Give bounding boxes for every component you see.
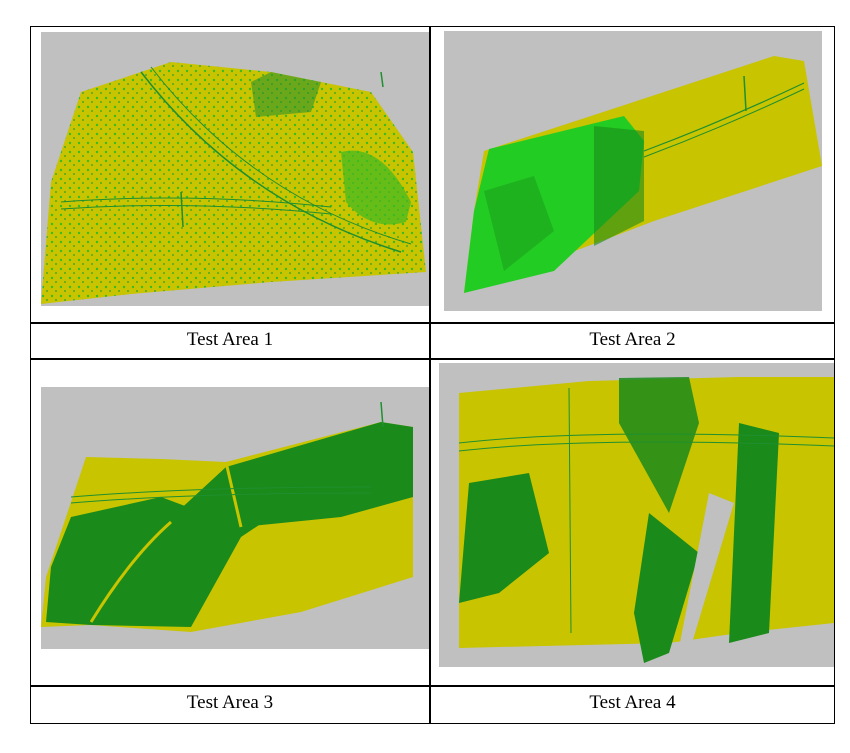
row-divider [31, 685, 834, 687]
column-divider [429, 27, 431, 723]
caption-test-area-3: Test Area 3 [186, 692, 274, 713]
figure-table: Test Area 1 Test Area 2 [30, 26, 835, 724]
row-divider [31, 322, 834, 324]
caption-test-area-4: Test Area 4 [589, 692, 676, 713]
test-area-3-image [41, 387, 429, 649]
caption-test-area-2: Test Area 2 [589, 329, 676, 350]
row-divider [31, 358, 834, 360]
caption-test-area-1: Test Area 1 [186, 329, 274, 350]
test-area-1-image [41, 32, 429, 306]
test-area-2-image [444, 31, 822, 311]
test-area-4-image [439, 363, 834, 667]
